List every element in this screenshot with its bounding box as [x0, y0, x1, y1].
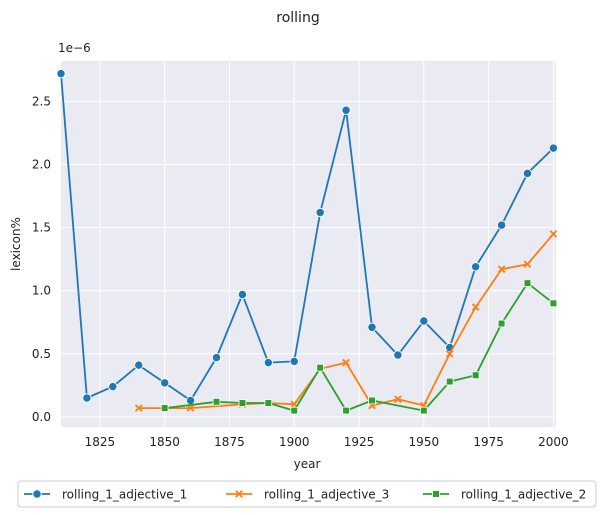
data-point: [160, 378, 170, 388]
x-tick-label: 1875: [214, 435, 245, 449]
series-line: [138, 233, 555, 410]
x-tick-labels: 1825 1850 1875 1900 1925 1950 1975 2000: [85, 435, 569, 449]
data-point: [445, 349, 454, 358]
x-tick-label: 1900: [279, 435, 310, 449]
data-point: [496, 220, 507, 230]
legend-item: rolling_1_adjective_2: [423, 488, 586, 502]
data-point: [497, 265, 506, 274]
data-point: [160, 404, 169, 412]
data-point: [341, 105, 351, 115]
data-point: [523, 260, 532, 269]
data-point: [56, 68, 66, 79]
data-point: [549, 299, 558, 308]
data-point: [471, 303, 480, 311]
x-tick-label: 1825: [85, 435, 116, 449]
y-tick-labels: 0.0 0.5 1.0 1.5 2.0 2.5: [32, 94, 51, 424]
legend-label: rolling_1_adjective_3: [264, 488, 389, 502]
data-point: [212, 397, 221, 406]
series-layer: [56, 68, 559, 415]
series-rolling_1_adjective_2: [160, 279, 558, 415]
data-point: [289, 356, 299, 367]
x-axis-label: year: [294, 457, 321, 471]
data-point: [82, 393, 92, 403]
data-point: [134, 360, 144, 370]
legend-box: [17, 480, 597, 508]
data-point: [342, 406, 350, 415]
plot-area: [61, 61, 556, 427]
data-point: [108, 381, 118, 392]
y-tick-label: 1.5: [32, 221, 51, 235]
data-point: [315, 207, 325, 218]
x-tick-label: 1850: [149, 435, 180, 449]
data-point: [237, 289, 248, 300]
data-point: [393, 350, 403, 360]
data-point: [263, 357, 273, 368]
legend-items: rolling_1_adjective_1 rolling_1_adjective…: [24, 488, 586, 502]
y-tick-label: 0.5: [32, 347, 51, 361]
data-point: [264, 399, 273, 407]
data-point: [549, 230, 558, 238]
data-point: [394, 395, 402, 404]
data-point: [134, 404, 143, 412]
legend-label: rolling_1_adjective_1: [62, 488, 187, 502]
data-point: [522, 168, 533, 178]
y-scale-label: 1e−6: [58, 41, 91, 55]
legend-label: rolling_1_adjective_2: [461, 488, 586, 502]
x-tick-label: 1975: [473, 435, 504, 449]
data-point: [290, 406, 299, 415]
data-point: [523, 279, 532, 287]
x-tick-label: 2000: [538, 435, 569, 449]
x-tick-label: 1950: [409, 435, 440, 449]
data-point: [367, 322, 377, 332]
data-point: [419, 316, 429, 326]
data-point: [420, 406, 428, 415]
legend: rolling_1_adjective_1 rolling_1_adjective…: [17, 480, 597, 508]
legend-marker: [235, 490, 243, 498]
data-point: [185, 395, 196, 406]
legend-marker: [32, 489, 42, 499]
data-point: [548, 143, 559, 153]
data-point: [445, 377, 454, 386]
y-axis-label: lexicon%: [9, 217, 23, 271]
data-point: [471, 371, 480, 380]
series-line: [164, 282, 554, 412]
legend-item: rolling_1_adjective_1: [24, 488, 187, 502]
legend-item: rolling_1_adjective_3: [226, 488, 389, 502]
data-point: [471, 262, 481, 272]
data-point: [368, 396, 376, 405]
x-tick-label: 1925: [344, 435, 375, 449]
legend-marker: [432, 490, 440, 498]
data-point: [211, 352, 222, 363]
data-point: [497, 319, 506, 328]
y-tick-label: 1.0: [32, 284, 51, 298]
y-tick-label: 0.0: [32, 410, 51, 424]
data-point: [342, 358, 350, 367]
data-point: [238, 399, 247, 407]
y-tick-label: 2.0: [32, 157, 51, 171]
chart-title: rolling: [276, 10, 319, 26]
grid-lines: [61, 61, 556, 427]
series-rolling_1_adjective_1: [56, 68, 559, 406]
data-point: [316, 363, 324, 372]
series-line: [60, 73, 555, 402]
y-tick-label: 2.5: [32, 94, 51, 108]
